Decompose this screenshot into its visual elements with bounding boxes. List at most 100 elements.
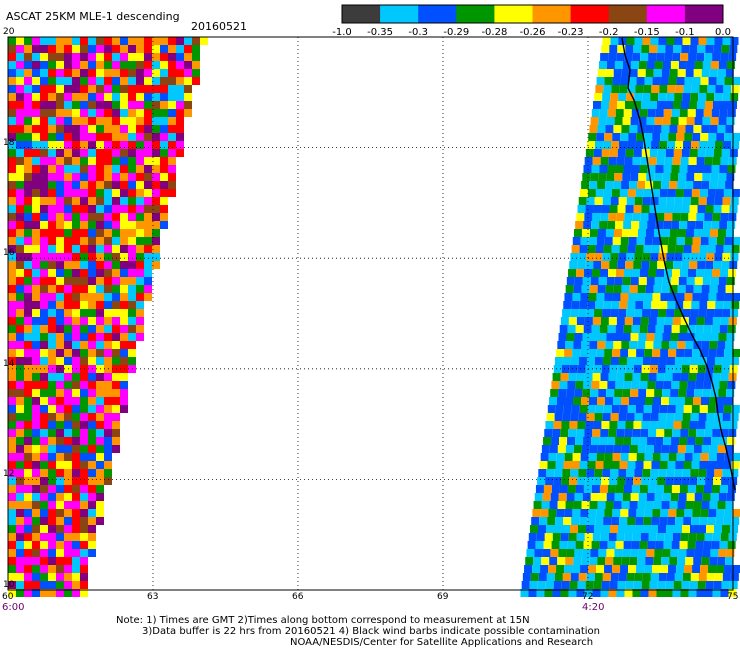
swath-cell xyxy=(80,325,88,333)
swath-cell xyxy=(104,429,112,437)
swath-cell xyxy=(679,109,688,117)
swath-cell xyxy=(648,589,657,597)
swath-cell xyxy=(112,213,120,221)
swath-cell xyxy=(104,149,112,157)
swath-cell xyxy=(152,157,160,165)
swath-cell xyxy=(732,133,740,141)
swath-cell xyxy=(695,325,704,333)
swath-cell xyxy=(620,349,629,357)
swath-cell xyxy=(619,301,628,309)
swath-cell xyxy=(128,141,136,149)
swath-cell xyxy=(136,285,144,293)
swath-cell xyxy=(595,245,604,253)
swath-cell xyxy=(717,397,726,405)
swath-cell xyxy=(112,157,120,165)
swath-cell xyxy=(616,429,625,437)
swath-cell xyxy=(8,181,16,189)
swath-cell xyxy=(40,301,48,309)
swath-cell xyxy=(682,573,691,581)
swath-cell xyxy=(48,53,56,61)
swath-cell xyxy=(694,493,703,501)
swath-cell xyxy=(584,373,593,381)
swath-cell xyxy=(96,261,104,269)
swath-cell xyxy=(610,309,619,317)
swath-cell xyxy=(613,285,622,293)
swath-cell xyxy=(567,437,576,445)
swath-cell xyxy=(566,277,575,285)
swath-cell xyxy=(646,117,655,125)
swath-cell xyxy=(16,261,24,269)
swath-cell xyxy=(16,581,24,589)
swath-cell xyxy=(602,573,611,581)
swath-cell xyxy=(72,69,80,77)
swath-cell xyxy=(654,61,663,69)
swath-cell xyxy=(8,589,16,597)
swath-cell xyxy=(674,413,683,421)
swath-cell xyxy=(716,237,725,245)
swath-cell xyxy=(64,477,72,485)
swath-cell xyxy=(192,37,200,45)
swath-cell xyxy=(674,573,683,581)
swath-cell xyxy=(620,237,629,245)
swath-cell xyxy=(625,477,634,485)
swath-cell xyxy=(614,117,623,125)
swath-cell xyxy=(690,469,699,477)
swath-cell xyxy=(688,213,697,221)
swath-cell xyxy=(702,277,711,285)
swath-cell xyxy=(16,157,24,165)
swath-cell xyxy=(88,189,96,197)
swath-cell xyxy=(8,485,16,493)
swath-cell xyxy=(24,413,32,421)
swath-cell xyxy=(96,277,104,285)
swath-cell xyxy=(576,589,585,597)
swath-cell xyxy=(621,341,630,349)
swath-cell xyxy=(72,261,80,269)
swath-cell xyxy=(679,541,688,549)
swath-cell xyxy=(24,557,32,565)
swath-cell xyxy=(620,133,629,141)
swath-cell xyxy=(621,557,630,565)
swath-cell xyxy=(662,493,671,501)
swath-cell xyxy=(616,101,625,109)
swath-cell xyxy=(56,525,64,533)
swath-cell xyxy=(643,301,652,309)
swath-cell xyxy=(544,429,553,437)
swath-cell xyxy=(638,549,647,557)
swath-cell xyxy=(136,301,144,309)
swath-cell xyxy=(629,445,638,453)
swath-cell xyxy=(708,77,717,85)
swath-cell xyxy=(642,413,651,421)
swath-cell xyxy=(667,461,676,469)
swath-cell xyxy=(144,293,152,301)
swath-cell xyxy=(176,53,184,61)
swath-cell xyxy=(616,213,625,221)
swath-cell xyxy=(72,245,80,253)
swath-cell xyxy=(595,85,604,93)
swath-cell xyxy=(8,469,16,477)
swath-cell xyxy=(128,317,136,325)
swath-cell xyxy=(608,101,617,109)
swath-cell xyxy=(160,197,168,205)
swath-cell xyxy=(72,493,80,501)
swath-cell xyxy=(598,173,607,181)
swath-cell xyxy=(48,109,56,117)
swath-cell xyxy=(723,245,732,253)
lat-tick-label: 20 xyxy=(3,27,15,37)
swath-cell xyxy=(615,437,624,445)
swath-cell xyxy=(570,357,579,365)
swath-cell xyxy=(48,117,56,125)
swath-cell xyxy=(630,117,639,125)
swath-cell xyxy=(731,141,740,149)
swath-cell xyxy=(48,77,56,85)
swath-cell xyxy=(160,173,168,181)
swath-cell xyxy=(665,205,674,213)
swath-cell xyxy=(64,197,72,205)
swath-cell xyxy=(692,509,701,517)
swath-cell xyxy=(136,253,144,261)
swath-cell xyxy=(675,517,684,525)
swath-cell xyxy=(184,45,192,53)
swath-cell xyxy=(672,533,681,541)
swath-cell xyxy=(712,589,721,597)
swath-cell xyxy=(678,333,687,341)
swath-cell xyxy=(602,469,611,477)
